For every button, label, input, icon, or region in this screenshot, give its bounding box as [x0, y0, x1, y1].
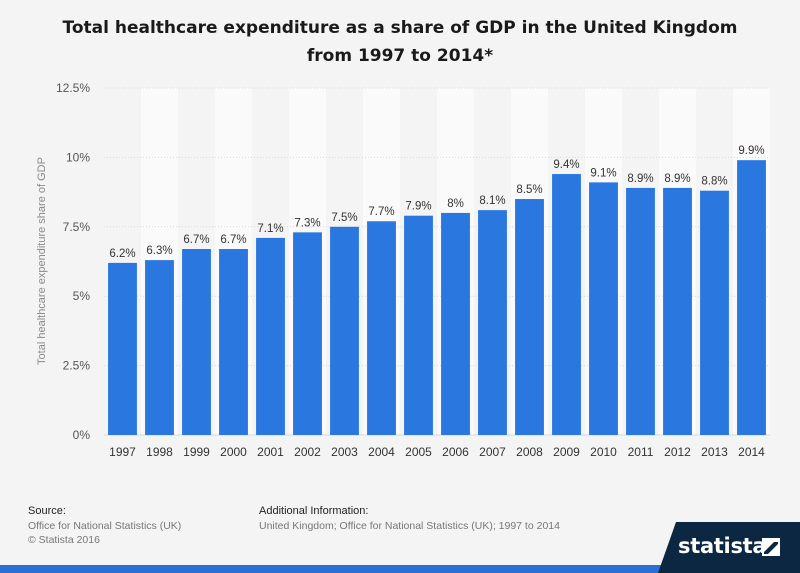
- bar[interactable]: [293, 232, 322, 435]
- bar[interactable]: [441, 212, 470, 435]
- chart: 0% 2.5% 5% 7.5% 10% 12.5% 6.2% 6.3% 6.7% 6.7% 7.1…: [36, 81, 770, 459]
- data-label: 7.9%: [405, 201, 431, 213]
- bar[interactable]: [700, 190, 729, 435]
- x-tick-label: 2012: [664, 445, 691, 459]
- y-tick-label: 7.5%: [63, 220, 91, 234]
- additional-info-text: United Kingdom; Office for National Stat…: [259, 520, 560, 532]
- source-line-1[interactable]: Office for National Statistics (UK): [28, 520, 182, 532]
- x-tick-label: 2006: [442, 445, 469, 459]
- bar[interactable]: [478, 210, 507, 435]
- chart-title: Total healthcare expenditure as a share …: [62, 18, 738, 66]
- additional-info-label: Additional Information:: [259, 505, 369, 517]
- data-label: 6.7%: [183, 234, 209, 246]
- bar[interactable]: [219, 249, 248, 435]
- data-label: 6.7%: [220, 234, 246, 246]
- x-axis-ticks: 1997 1998 1999 2000 2001 2002 2003 2004 2005 2006…: [109, 445, 765, 459]
- bar[interactable]: [737, 160, 766, 435]
- bar[interactable]: [589, 182, 618, 435]
- bar[interactable]: [626, 187, 655, 435]
- data-label: 7.3%: [294, 217, 320, 229]
- x-tick-label: 2009: [553, 445, 580, 459]
- x-tick-label: 2002: [294, 445, 321, 459]
- data-label: 9.9%: [738, 145, 764, 157]
- data-label: 6.3%: [146, 245, 172, 257]
- data-label: 8.1%: [479, 195, 505, 207]
- brand-name[interactable]: statista: [678, 534, 767, 558]
- x-tick-label: 2007: [479, 445, 506, 459]
- bar[interactable]: [404, 215, 433, 435]
- x-tick-label: 2000: [220, 445, 247, 459]
- data-label: 8.9%: [664, 173, 690, 185]
- bar[interactable]: [552, 174, 581, 435]
- x-tick-label: 2005: [405, 445, 432, 459]
- bar[interactable]: [256, 237, 285, 435]
- data-label: 8.8%: [701, 176, 727, 188]
- x-tick-label: 2014: [738, 445, 765, 459]
- x-tick-label: 2011: [628, 445, 654, 459]
- data-label: 8.5%: [516, 184, 542, 196]
- data-label: 7.7%: [368, 206, 394, 218]
- bar[interactable]: [663, 187, 692, 435]
- bar[interactable]: [367, 221, 396, 435]
- data-label: 7.5%: [331, 212, 357, 224]
- x-tick-label: 1997: [109, 445, 136, 459]
- source-label: Source:: [28, 505, 66, 517]
- data-label: 9.1%: [590, 167, 616, 179]
- y-tick-label: 12.5%: [56, 81, 90, 95]
- copyright-line: © Statista 2016: [28, 534, 100, 546]
- x-tick-label: 2001: [257, 445, 284, 459]
- gridlines: [104, 87, 770, 436]
- data-label: 9.4%: [553, 159, 579, 171]
- bar[interactable]: [145, 260, 174, 435]
- brand-bar: [0, 565, 800, 573]
- y-axis-ticks: 0% 2.5% 5% 7.5% 10% 12.5%: [56, 81, 90, 442]
- statista-logo-icon: [762, 538, 780, 556]
- bar[interactable]: [515, 199, 544, 435]
- x-tick-label: 2008: [516, 445, 543, 459]
- y-tick-label: 2.5%: [63, 359, 91, 373]
- bar[interactable]: [108, 262, 137, 435]
- x-tick-label: 2010: [590, 445, 617, 459]
- y-tick-label: 5%: [73, 289, 91, 303]
- data-label: 8.9%: [627, 173, 653, 185]
- bar[interactable]: [182, 249, 211, 435]
- data-label: 7.1%: [257, 223, 283, 235]
- x-tick-label: 1998: [146, 445, 173, 459]
- x-tick-label: 1999: [183, 445, 210, 459]
- y-tick-label: 10%: [66, 150, 90, 164]
- y-tick-label: 0%: [73, 428, 91, 442]
- data-label: 8%: [447, 198, 464, 210]
- data-label: 6.2%: [109, 248, 135, 260]
- x-tick-label: 2003: [331, 445, 358, 459]
- bars: [108, 160, 766, 435]
- x-tick-label: 2013: [701, 445, 728, 459]
- value-labels: 6.2% 6.3% 6.7% 6.7% 7.1% 7.3% 7.5% 7.7% 7.9% 8% 8.…: [109, 145, 764, 260]
- x-tick-label: 2004: [368, 445, 395, 459]
- bar[interactable]: [330, 226, 359, 435]
- y-axis-title: Total healthcare expenditure share of GD…: [36, 157, 48, 365]
